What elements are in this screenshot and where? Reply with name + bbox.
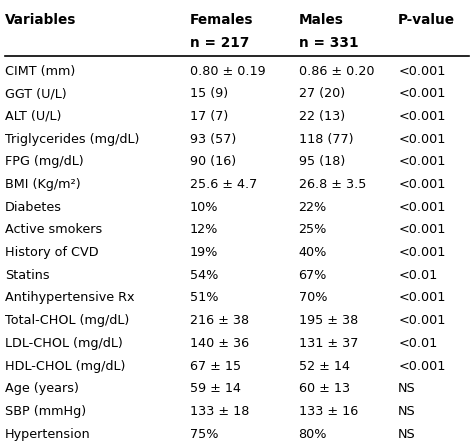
Text: <0.001: <0.001 — [398, 314, 446, 327]
Text: 25%: 25% — [299, 223, 327, 236]
Text: 67 ± 15: 67 ± 15 — [190, 360, 241, 372]
Text: <0.001: <0.001 — [398, 155, 446, 168]
Text: HDL-CHOL (mg/dL): HDL-CHOL (mg/dL) — [5, 360, 125, 372]
Text: Statins: Statins — [5, 269, 49, 282]
Text: 67%: 67% — [299, 269, 327, 282]
Text: Age (years): Age (years) — [5, 382, 79, 395]
Text: <0.001: <0.001 — [398, 110, 446, 123]
Text: 95 (18): 95 (18) — [299, 155, 345, 168]
Text: 22%: 22% — [299, 201, 327, 214]
Text: SBP (mmHg): SBP (mmHg) — [5, 405, 86, 418]
Text: History of CVD: History of CVD — [5, 246, 99, 259]
Text: P-value: P-value — [398, 13, 455, 27]
Text: Males: Males — [299, 13, 344, 27]
Text: 40%: 40% — [299, 246, 327, 259]
Text: 12%: 12% — [190, 223, 218, 236]
Text: 10%: 10% — [190, 201, 218, 214]
Text: Females: Females — [190, 13, 253, 27]
Text: 59 ± 14: 59 ± 14 — [190, 382, 241, 395]
Text: Diabetes: Diabetes — [5, 201, 62, 214]
Text: 54%: 54% — [190, 269, 218, 282]
Text: 80%: 80% — [299, 428, 327, 441]
Text: Triglycerides (mg/dL): Triglycerides (mg/dL) — [5, 133, 139, 146]
Text: 19%: 19% — [190, 246, 218, 259]
Text: 52 ± 14: 52 ± 14 — [299, 360, 350, 372]
Text: <0.001: <0.001 — [398, 65, 446, 77]
Text: 27 (20): 27 (20) — [299, 87, 345, 100]
Text: 22 (13): 22 (13) — [299, 110, 345, 123]
Text: Variables: Variables — [5, 13, 76, 27]
Text: NS: NS — [398, 428, 416, 441]
Text: GGT (U/L): GGT (U/L) — [5, 87, 66, 100]
Text: <0.001: <0.001 — [398, 133, 446, 146]
Text: <0.001: <0.001 — [398, 291, 446, 304]
Text: 0.80 ± 0.19: 0.80 ± 0.19 — [190, 65, 265, 77]
Text: 118 (77): 118 (77) — [299, 133, 353, 146]
Text: 17 (7): 17 (7) — [190, 110, 228, 123]
Text: 133 ± 18: 133 ± 18 — [190, 405, 249, 418]
Text: 216 ± 38: 216 ± 38 — [190, 314, 249, 327]
Text: <0.001: <0.001 — [398, 178, 446, 191]
Text: 131 ± 37: 131 ± 37 — [299, 337, 358, 350]
Text: 93 (57): 93 (57) — [190, 133, 236, 146]
Text: BMI (Kg/m²): BMI (Kg/m²) — [5, 178, 81, 191]
Text: ALT (U/L): ALT (U/L) — [5, 110, 61, 123]
Text: <0.001: <0.001 — [398, 201, 446, 214]
Text: 133 ± 16: 133 ± 16 — [299, 405, 358, 418]
Text: <0.001: <0.001 — [398, 360, 446, 372]
Text: 51%: 51% — [190, 291, 218, 304]
Text: 0.86 ± 0.20: 0.86 ± 0.20 — [299, 65, 374, 77]
Text: <0.001: <0.001 — [398, 223, 446, 236]
Text: 25.6 ± 4.7: 25.6 ± 4.7 — [190, 178, 257, 191]
Text: n = 217: n = 217 — [190, 36, 249, 50]
Text: <0.01: <0.01 — [398, 337, 438, 350]
Text: 70%: 70% — [299, 291, 327, 304]
Text: 15 (9): 15 (9) — [190, 87, 228, 100]
Text: <0.001: <0.001 — [398, 246, 446, 259]
Text: Hypertension: Hypertension — [5, 428, 91, 441]
Text: NS: NS — [398, 382, 416, 395]
Text: <0.01: <0.01 — [398, 269, 438, 282]
Text: NS: NS — [398, 405, 416, 418]
Text: Antihypertensive Rx: Antihypertensive Rx — [5, 291, 134, 304]
Text: CIMT (mm): CIMT (mm) — [5, 65, 75, 77]
Text: <0.001: <0.001 — [398, 87, 446, 100]
Text: n = 331: n = 331 — [299, 36, 358, 50]
Text: 90 (16): 90 (16) — [190, 155, 236, 168]
Text: 60 ± 13: 60 ± 13 — [299, 382, 350, 395]
Text: Total-CHOL (mg/dL): Total-CHOL (mg/dL) — [5, 314, 129, 327]
Text: LDL-CHOL (mg/dL): LDL-CHOL (mg/dL) — [5, 337, 122, 350]
Text: FPG (mg/dL): FPG (mg/dL) — [5, 155, 83, 168]
Text: 26.8 ± 3.5: 26.8 ± 3.5 — [299, 178, 366, 191]
Text: 75%: 75% — [190, 428, 218, 441]
Text: 140 ± 36: 140 ± 36 — [190, 337, 249, 350]
Text: Active smokers: Active smokers — [5, 223, 102, 236]
Text: 195 ± 38: 195 ± 38 — [299, 314, 358, 327]
